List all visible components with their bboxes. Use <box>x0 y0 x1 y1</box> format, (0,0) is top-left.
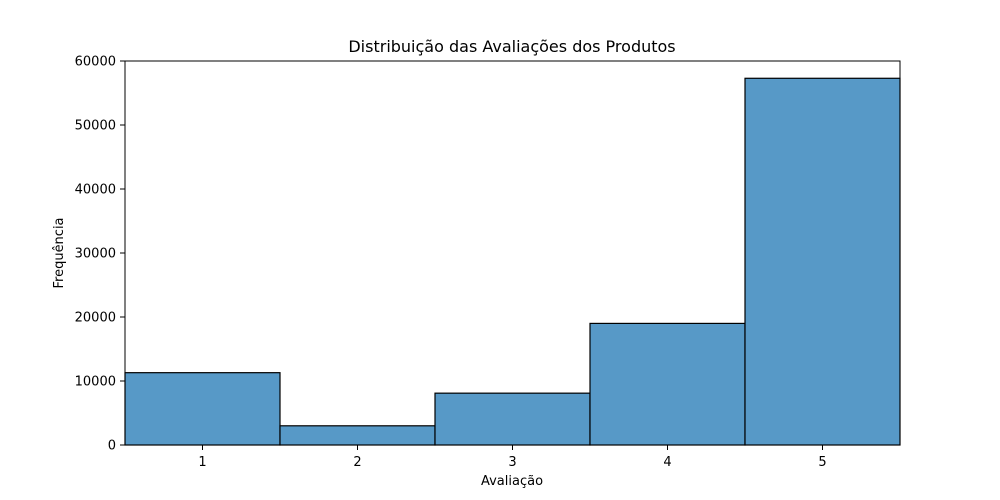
y-tick-label: 0 <box>108 439 116 454</box>
bar-rating-2 <box>279 425 436 446</box>
y-axis-ticks: 0 10000 20000 30000 40000 50000 60000 <box>75 55 125 454</box>
bar-rating-4 <box>589 322 746 446</box>
y-tick-label: 40000 <box>75 183 116 198</box>
bar-rating-3 <box>434 392 591 446</box>
bars-group <box>124 77 901 446</box>
y-tick-label: 30000 <box>75 247 116 262</box>
x-axis-ticks: 1 2 3 4 5 <box>198 445 827 470</box>
x-tick-label: 5 <box>818 455 826 470</box>
x-tick-label: 3 <box>508 455 516 470</box>
x-tick-label: 2 <box>353 455 361 470</box>
y-tick-label: 10000 <box>75 375 116 390</box>
y-tick-label: 20000 <box>75 311 116 326</box>
bar-rating-1 <box>124 372 281 446</box>
chart-title: Distribuição das Avaliações dos Produtos <box>348 37 675 56</box>
x-axis-label: Avaliação <box>481 474 543 489</box>
y-tick-label: 60000 <box>75 55 116 70</box>
y-tick-label: 50000 <box>75 119 116 134</box>
x-tick-label: 1 <box>198 455 206 470</box>
x-tick-label: 4 <box>663 455 671 470</box>
bar-rating-5 <box>744 77 901 446</box>
y-axis-label: Frequência <box>52 217 67 288</box>
